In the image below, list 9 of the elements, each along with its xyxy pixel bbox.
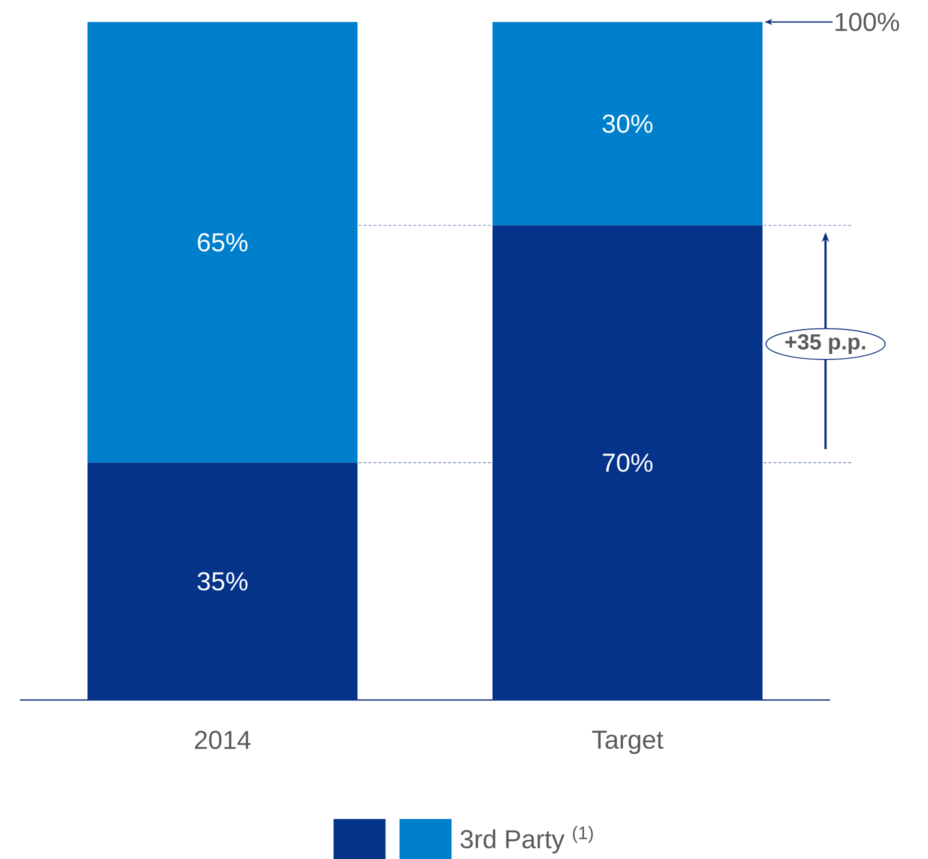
data-label: 70% — [602, 454, 653, 472]
x-tick-label: 2014 — [194, 730, 251, 750]
annotation: +35 p.p. — [785, 334, 866, 354]
x-tick-label: Target — [592, 730, 664, 754]
data-label: 65% — [198, 233, 248, 252]
data-label: 35% — [198, 572, 248, 590]
legend-label: 3rd Party $^{(1)}$ — [460, 826, 593, 854]
data-label: 30% — [602, 114, 653, 133]
text: 100% — [836, 12, 900, 32]
